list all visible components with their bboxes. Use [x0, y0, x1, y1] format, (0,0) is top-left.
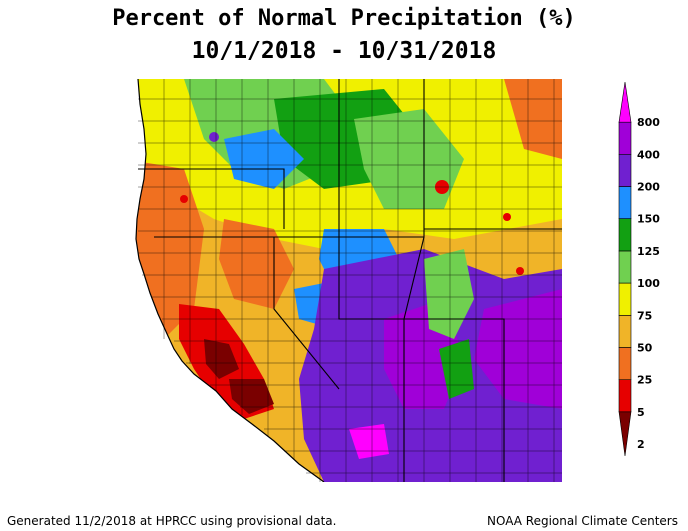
legend-swatch: [618, 314, 632, 348]
legend-swatch: [618, 186, 632, 220]
legend-label: 200: [637, 181, 660, 194]
legend-swatch: [618, 282, 632, 316]
legend-swatch: [618, 218, 632, 252]
color-scale-legend: 800 400 200 150 125 100 75 50 25 5 2: [618, 81, 660, 457]
legend-swatch: [618, 250, 632, 284]
map-title: Percent of Normal Precipitation (%): [112, 6, 576, 31]
legend-label: 5: [637, 406, 645, 419]
legend-label: 2: [637, 438, 645, 451]
legend-swatch: [618, 347, 632, 380]
generation-note: Generated 11/2/2018 at HPRCC using provi…: [7, 514, 337, 528]
legend-label: 125: [637, 245, 660, 258]
legend-label: 50: [637, 341, 653, 354]
legend-label: 75: [637, 309, 652, 322]
map-date-range: 10/1/2018 - 10/31/2018: [191, 38, 497, 64]
legend-label: 100: [637, 277, 660, 290]
legend-label: 150: [637, 213, 660, 226]
legend-swatch: [618, 379, 632, 413]
legend-label: 25: [637, 374, 652, 387]
legend-label: 800: [637, 116, 660, 129]
legend-swatch: [618, 81, 632, 123]
precipitation-map: [135, 79, 562, 482]
legend-label: 400: [637, 148, 660, 161]
legend-swatch: [618, 154, 632, 187]
legend-swatch: [618, 121, 632, 155]
legend-swatch: [618, 411, 632, 457]
source-credit: NOAA Regional Climate Centers: [487, 514, 678, 528]
